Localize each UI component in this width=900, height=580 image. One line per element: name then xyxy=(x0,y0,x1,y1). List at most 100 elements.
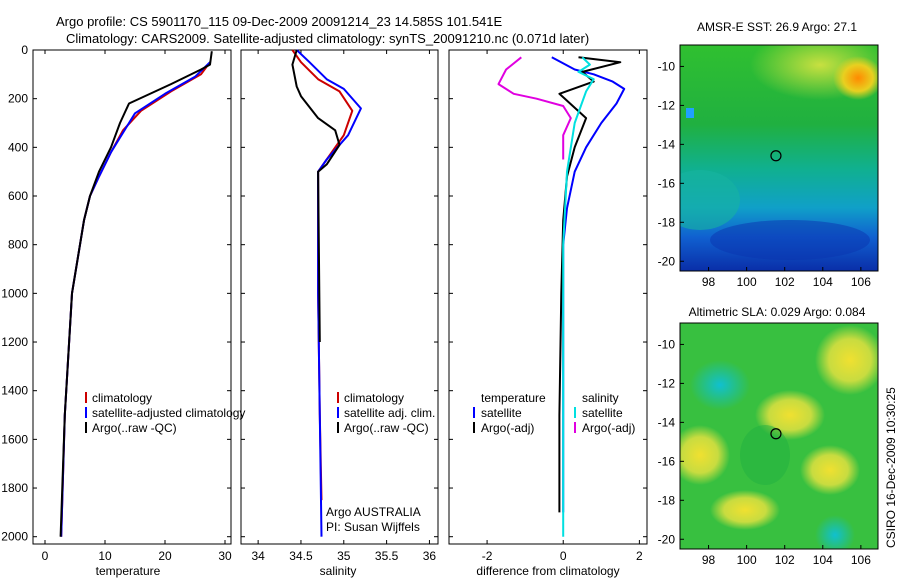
sst-map-ticks: 98 100 102 104 106 -10 -12 -14 -16 -18 -20 xyxy=(658,59,872,289)
sla-map-panel: Altimetric SLA: 0.029 Argo: 0.084 98 100 1… xyxy=(658,305,879,567)
series-line-argo-raw-qc xyxy=(59,51,213,537)
map-y-tick-label: -16 xyxy=(658,176,676,190)
legend-label-satellite: satellite adj. clim. xyxy=(344,406,435,420)
x-tick-label: 34 xyxy=(251,549,265,563)
sst-map-frame xyxy=(679,44,879,272)
map-y-tick-label: -10 xyxy=(658,337,676,351)
difference-axes-frame xyxy=(448,49,648,545)
y-tick-label: 200 xyxy=(8,92,28,106)
map-y-tick-label: -18 xyxy=(658,493,676,507)
series-line-temperature-argo-adj xyxy=(558,56,622,513)
x-tick-label: 30 xyxy=(218,549,232,563)
sst-map-marker-group xyxy=(770,150,782,162)
temperature-axes-frame xyxy=(32,49,232,545)
x-tick-label: 36 xyxy=(423,549,437,563)
x-tick-label: 2 xyxy=(636,549,643,563)
y-tick-label: 400 xyxy=(8,140,28,154)
difference-ticks: -2 0 2 xyxy=(449,49,647,563)
temperature-xlabel: temperature xyxy=(96,564,161,578)
sla-map-field xyxy=(680,323,878,549)
temperature-ticks: 0 10 20 30 0 200 400 600 800 1000 1200 1400 1600 1800… xyxy=(1,43,232,563)
map-y-tick-label: -20 xyxy=(658,532,676,546)
legend-label-salinity-satellite: satellite xyxy=(582,406,623,420)
map-x-tick-label: 106 xyxy=(851,553,871,567)
sla-map-title: Altimetric SLA: 0.029 Argo: 0.084 xyxy=(689,305,866,319)
map-y-tick-label: -14 xyxy=(658,415,676,429)
legend-heading-temperature: temperature xyxy=(481,391,546,405)
map-x-tick-label: 106 xyxy=(851,275,871,289)
sla-map-marker-group xyxy=(770,428,782,440)
temperature-series xyxy=(59,51,213,537)
series-line-salinity-satellite xyxy=(562,56,595,537)
salinity-axes-frame xyxy=(240,49,439,545)
map-y-tick-label: -18 xyxy=(658,215,676,229)
y-tick-label: 1000 xyxy=(1,286,28,300)
legend-label-satellite: satellite-adjusted climatology xyxy=(92,406,245,420)
map-x-tick-label: 100 xyxy=(737,275,757,289)
series-line-argo-raw-qc xyxy=(291,49,341,343)
sst-map-field xyxy=(680,45,878,271)
y-tick-label: 1600 xyxy=(1,432,28,446)
map-y-tick-label: -16 xyxy=(658,454,676,468)
argo-location-marker xyxy=(770,150,782,162)
series-line-climatology xyxy=(60,61,211,537)
x-tick-label: 35 xyxy=(337,549,351,563)
annotation-pi: PI: Susan Wijffels xyxy=(326,520,420,534)
map-x-tick-label: 98 xyxy=(702,553,716,567)
legend-label-temperature-argo: Argo(-adj) xyxy=(481,421,534,435)
x-tick-label: 35.5 xyxy=(375,549,399,563)
map-y-tick-label: -20 xyxy=(658,254,676,268)
y-tick-label: 0 xyxy=(21,43,28,57)
x-tick-label: 20 xyxy=(158,549,172,563)
x-tick-label: 10 xyxy=(98,549,112,563)
legend-label-temperature-satellite: satellite xyxy=(481,406,522,420)
salinity-panel: 34 34.5 35 35.5 36 salinity climatology sate… xyxy=(240,49,439,578)
map-x-tick-label: 102 xyxy=(775,275,795,289)
map-y-tick-label: -14 xyxy=(658,137,676,151)
series-line-salinity-argo-adj xyxy=(497,56,572,160)
y-tick-label: 1800 xyxy=(1,481,28,495)
legend-label-argo: Argo(..raw -QC) xyxy=(344,421,429,435)
difference-panel: -2 0 2 difference from climatology tempera… xyxy=(448,49,648,578)
map-x-tick-label: 98 xyxy=(702,275,716,289)
header-line-2: Climatology: CARS2009. Satellite-adjuste… xyxy=(66,31,589,46)
header-line-1: Argo profile: CS 5901170_115 09-Dec-2009… xyxy=(56,14,503,29)
map-x-tick-label: 104 xyxy=(813,275,833,289)
series-line-satellite-adj-clim xyxy=(296,49,362,537)
difference-series xyxy=(497,56,626,537)
temperature-legend: climatology satellite-adjusted climatolo… xyxy=(85,391,245,435)
salinity-ticks: 34 34.5 35 35.5 36 xyxy=(241,49,438,563)
map-y-tick-label: -12 xyxy=(658,376,676,390)
salinity-series xyxy=(291,49,362,537)
sla-map-frame xyxy=(679,322,879,550)
argo-location-marker xyxy=(770,428,782,440)
difference-xlabel: difference from climatology xyxy=(476,564,619,578)
map-y-tick-label: -12 xyxy=(658,98,676,112)
x-tick-label: 0 xyxy=(560,549,567,563)
sla-map-ticks: 98 100 102 104 106 -10 -12 -14 -16 -18 -20 xyxy=(658,337,872,567)
legend-label-salinity-argo: Argo(-adj) xyxy=(582,421,635,435)
legend-heading-salinity: salinity xyxy=(582,391,619,405)
legend-label-climatology: climatology xyxy=(344,391,404,405)
salinity-xlabel: salinity xyxy=(320,564,357,578)
y-tick-label: 1200 xyxy=(1,335,28,349)
map-x-tick-label: 102 xyxy=(775,553,795,567)
difference-legend: temperature satellite Argo(-adj) salinit… xyxy=(473,391,635,435)
annotation-argo-australia: Argo AUSTRALIA xyxy=(326,505,421,519)
x-tick-label: 34.5 xyxy=(289,549,313,563)
sst-map-panel: AMSR-E SST: 26.9 Argo: 27.1 xyxy=(658,20,879,289)
map-y-tick-label: -10 xyxy=(658,59,676,73)
salinity-legend: climatology satellite adj. clim. Argo(..… xyxy=(337,391,435,435)
legend-label-argo: Argo(..raw -QC) xyxy=(92,421,177,435)
y-tick-label: 1400 xyxy=(1,384,28,398)
side-timestamp: CSIRO 16-Dec-2009 10:30:25 xyxy=(884,387,898,548)
y-tick-label: 600 xyxy=(8,189,28,203)
map-x-tick-label: 104 xyxy=(813,553,833,567)
sst-map-title: AMSR-E SST: 26.9 Argo: 27.1 xyxy=(697,20,857,34)
series-line-satellite-adjusted-climatology xyxy=(60,61,211,537)
x-tick-label: -2 xyxy=(482,549,493,563)
x-tick-label: 0 xyxy=(42,549,49,563)
y-tick-label: 800 xyxy=(8,238,28,252)
legend-label-climatology: climatology xyxy=(92,391,152,405)
